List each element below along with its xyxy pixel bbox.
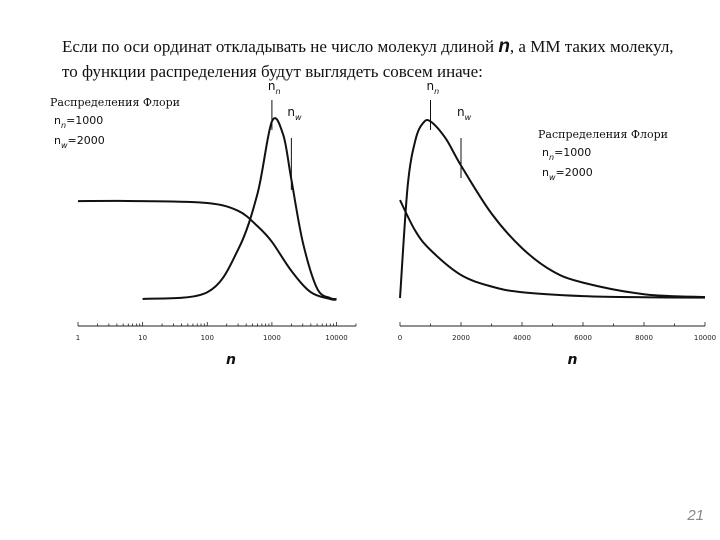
x-tick-label: 4000 [513,334,531,342]
series-line-number [399,199,706,299]
series-line-weight [142,117,337,301]
slide-text: Если по оси ординат откладывать не число… [62,34,682,84]
x-tick-label: 10000 [325,334,347,342]
x-tick-label: 8000 [635,334,653,342]
x-tick-label: 0 [398,334,402,342]
marker-label-w: nw [287,105,302,122]
series-line-weight [399,119,706,299]
slide-text-part2: , а ММ таких молекул, то функции распред… [62,37,674,81]
marker-label-w: nw [457,105,472,122]
x-tick-label: 6000 [574,334,592,342]
x-tick-label: 2000 [452,334,470,342]
x-tick-label: 1000 [263,334,281,342]
series-line-number [77,199,337,301]
legend-item-n: nn=1000 [542,146,591,162]
slide-text-part1: Если по оси ординат откладывать не число… [62,37,499,56]
chart-2: 0 2000 4000 6000 8000 10000nnnnwРаспределения… [398,79,716,368]
legend-title: Распределения Флори [50,96,180,109]
x-tick-label: 100 [201,334,214,342]
marker-label-n: nn [427,79,440,96]
x-tick-label: 10 [138,334,147,342]
marker-label-n: nn [268,79,281,96]
slide-text-symbol: n [498,36,510,57]
x-tick-label: 1 [76,334,80,342]
legend-item-w: nw=2000 [542,166,593,182]
x-tick-label: 10000 [694,334,716,342]
legend-title: Распределения Флори [538,128,668,141]
x-axis-label: n [568,352,578,368]
page-number: 21 [687,507,704,524]
x-axis-label: n [226,352,236,368]
legend-item-n: nn=1000 [54,114,103,130]
legend-item-w: nw=2000 [54,134,105,150]
